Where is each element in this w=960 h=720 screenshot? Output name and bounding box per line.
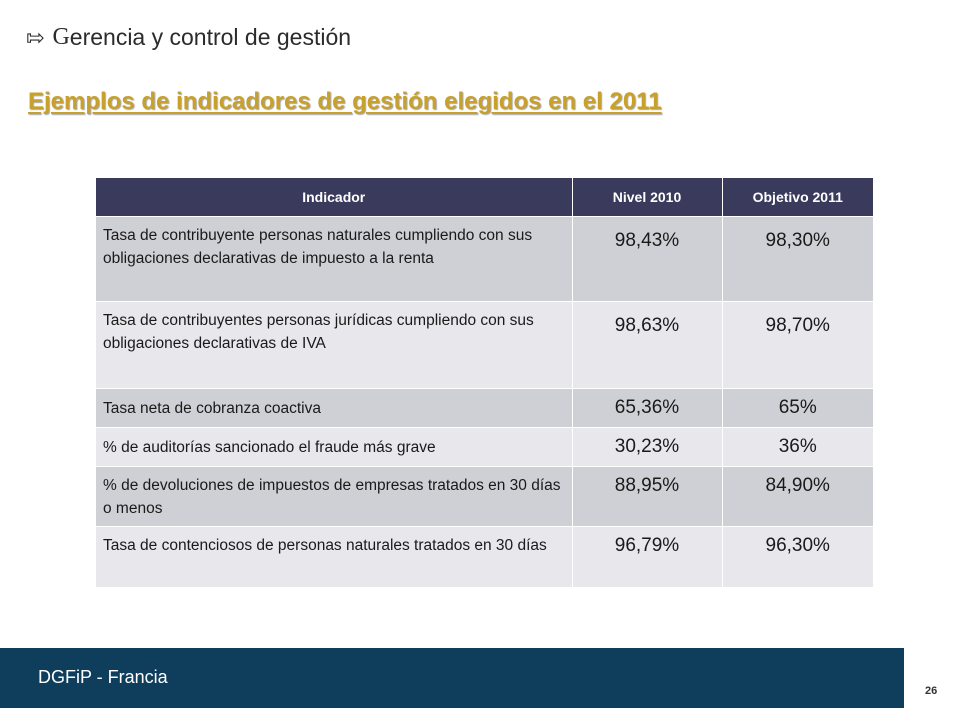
table-row: Tasa de contribuyente personas naturales… xyxy=(96,216,873,302)
level-2010-cell: 30,23% xyxy=(572,427,723,467)
table-row: % de auditorías sancionado el fraude más… xyxy=(96,427,873,467)
level-2010-cell: 98,43% xyxy=(572,216,723,302)
level-2010-cell: 65,36% xyxy=(572,388,723,428)
footer-organization: DGFiP - Francia xyxy=(38,667,168,687)
column-header-target-2011: Objetivo 2011 xyxy=(722,178,873,217)
column-header-level-2010: Nivel 2010 xyxy=(572,178,723,217)
indicator-cell: Tasa de contribuyente personas naturales… xyxy=(96,216,573,302)
indicator-cell: % de devoluciones de impuestos de empres… xyxy=(96,466,573,527)
target-2011-cell: 84,90% xyxy=(722,466,873,527)
level-2010-cell: 96,79% xyxy=(572,526,723,587)
table-header-row: Indicador Nivel 2010 Objetivo 2011 xyxy=(96,178,873,217)
table-row: % de devoluciones de impuestos de empres… xyxy=(96,466,873,527)
table-row: Tasa de contenciosos de personas natural… xyxy=(96,526,873,587)
indicator-cell: % de auditorías sancionado el fraude más… xyxy=(96,427,573,467)
column-header-indicator: Indicador xyxy=(96,178,573,217)
slide-subtitle: Ejemplos de indicadores de gestión elegi… xyxy=(28,88,662,115)
level-2010-cell: 98,63% xyxy=(572,301,723,389)
arrow-icon: ⇰ xyxy=(26,24,45,50)
page-number: 26 xyxy=(925,685,938,697)
indicator-cell: Tasa de contribuyentes personas jurídica… xyxy=(96,301,573,389)
target-2011-cell: 96,30% xyxy=(722,526,873,587)
table-row: Tasa neta de cobranza coactiva 65,36% 65… xyxy=(96,388,873,428)
footer-bar: DGFiP - Francia xyxy=(0,648,904,708)
slide-title-initial: G xyxy=(52,24,70,50)
indicator-cell: Tasa neta de cobranza coactiva xyxy=(96,388,573,428)
slide-title-text: erencia y control de gestión xyxy=(69,24,352,50)
table-row: Tasa de contribuyentes personas jurídica… xyxy=(96,301,873,389)
target-2011-cell: 98,70% xyxy=(722,301,873,389)
target-2011-cell: 36% xyxy=(722,427,873,467)
level-2010-cell: 88,95% xyxy=(572,466,723,527)
indicators-table: Indicador Nivel 2010 Objetivo 2011 Tasa … xyxy=(96,178,873,587)
indicator-cell: Tasa de contenciosos de personas natural… xyxy=(96,526,573,587)
target-2011-cell: 98,30% xyxy=(722,216,873,302)
target-2011-cell: 65% xyxy=(722,388,873,428)
